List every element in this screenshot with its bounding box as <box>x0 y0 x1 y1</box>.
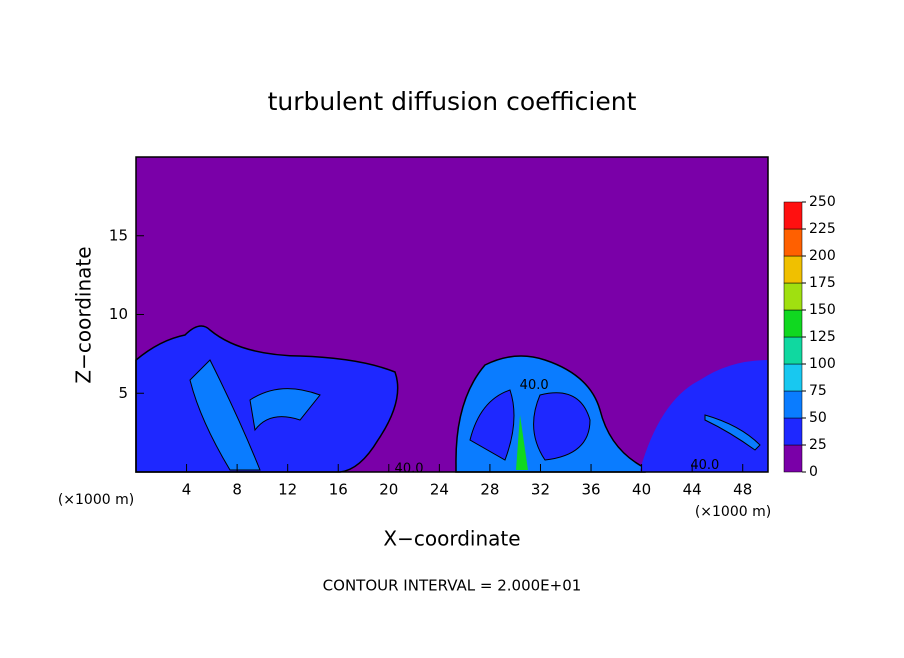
colorbar-band <box>783 228 803 257</box>
x-tick-label: 40 <box>632 481 651 499</box>
colorbar-tick-label: 100 <box>809 356 836 372</box>
annotation: CONTOUR INTERVAL = 2.000E+01 <box>323 577 582 595</box>
y-axis-label: Z−coordinate <box>72 246 96 383</box>
x-unit-left: (×1000 m) <box>58 492 134 508</box>
chart-title: turbulent diffusion coefficient <box>268 87 637 116</box>
colorbar-tick-label: 0 <box>809 464 818 480</box>
x-tick-label: 44 <box>683 481 702 499</box>
colorbar-band <box>783 444 803 473</box>
colorbar-tick-label: 50 <box>809 410 827 426</box>
colorbar-tick-label: 225 <box>809 221 836 237</box>
field-region <box>704 414 761 451</box>
colorbar-tick-label: 75 <box>809 383 827 399</box>
field-region <box>640 360 768 472</box>
field <box>135 156 769 473</box>
x-tick-label: 24 <box>430 481 449 499</box>
x-tick-label: 28 <box>480 481 499 499</box>
y-tick-label: 5 <box>118 384 128 402</box>
x-tick-label: 16 <box>329 481 348 499</box>
x-tick-label: 4 <box>182 481 192 499</box>
colorbar-band <box>783 255 803 284</box>
colorbar-tick-label: 125 <box>809 329 836 345</box>
colorbar-tick-label: 250 <box>809 194 836 210</box>
x-tick-label: 8 <box>232 481 242 499</box>
y-tick-label: 10 <box>109 305 128 323</box>
x-axis-label: X−coordinate <box>383 527 520 551</box>
colorbar-band <box>783 336 803 365</box>
contour-label: 40.0 <box>690 458 719 473</box>
colorbar-band <box>783 282 803 311</box>
x-tick-label: 12 <box>278 481 297 499</box>
x-tick-label: 32 <box>531 481 550 499</box>
colorbar-tick-label: 150 <box>809 302 836 318</box>
field-region <box>189 359 321 471</box>
x-tick-label: 36 <box>581 481 600 499</box>
contour-label: 40.0 <box>520 378 549 393</box>
field-region <box>469 389 591 461</box>
colorbar-band <box>783 390 803 419</box>
colorbar-tick-label: 175 <box>809 275 836 291</box>
colorbar-band <box>783 417 803 446</box>
x-unit-right: (×1000 m) <box>695 504 771 520</box>
field-region <box>516 415 528 470</box>
x-tick-label: 20 <box>379 481 398 499</box>
colorbar-band <box>783 309 803 338</box>
colorbar-band <box>783 201 803 230</box>
colorbar-band <box>783 363 803 392</box>
colorbar-tick-label: 25 <box>809 437 827 453</box>
colorbar-tick-label: 200 <box>809 248 836 264</box>
contour-label: 40.0 <box>395 461 424 476</box>
y-tick-label: 15 <box>109 226 128 244</box>
x-tick-label: 48 <box>733 481 752 499</box>
